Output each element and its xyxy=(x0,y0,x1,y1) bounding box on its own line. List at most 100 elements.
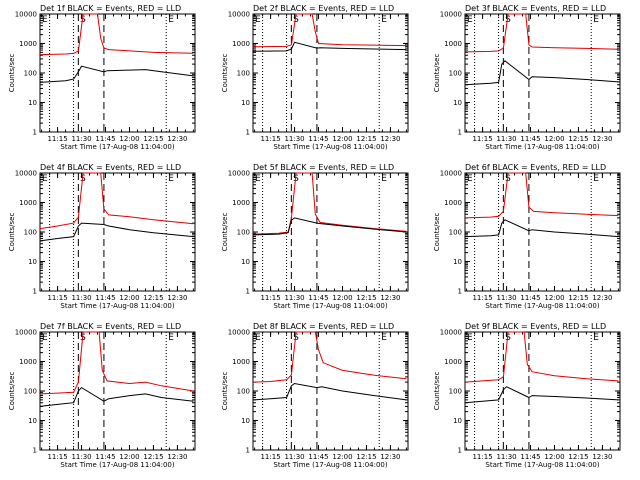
marker-E-start: E xyxy=(467,15,473,25)
x-tick-label: 11:15 xyxy=(472,135,492,143)
x-tick-label: 11:30 xyxy=(71,294,91,302)
panel-title: Det 4f BLACK = Events, RED = LLD xyxy=(40,163,181,172)
x-axis-label: Start Time (17-Aug-08 11:04:00) xyxy=(485,143,599,151)
detector-panel: Det 5f BLACK = Events, RED = LLD 1 10 100 10… xyxy=(221,163,409,310)
marker-S: S xyxy=(293,174,299,184)
lld-line xyxy=(464,331,619,383)
y-tick-label: 10 xyxy=(453,258,462,266)
events-line xyxy=(464,386,619,404)
y-tick-label: 10000 xyxy=(440,11,462,19)
marker-E: E xyxy=(381,174,387,184)
y-tick-label: 10 xyxy=(241,417,250,425)
events-line xyxy=(252,217,407,236)
x-tick-label: 11:30 xyxy=(71,453,91,461)
detector-panel: Det 3f BLACK = Events, RED = LLD 1 10 100 10… xyxy=(433,4,621,151)
events-line xyxy=(39,386,194,407)
plot-frame xyxy=(464,13,621,133)
marker-E: E xyxy=(168,15,174,25)
y-tick-label: 1000 xyxy=(232,199,250,207)
y-tick-label: 10000 xyxy=(440,170,462,178)
x-axis-label: Start Time (17-Aug-08 11:04:00) xyxy=(60,143,174,151)
y-tick-label: 100 xyxy=(449,388,462,396)
x-axis-label: Start Time (17-Aug-08 11:04:00) xyxy=(60,461,174,469)
x-tick-label: 12:30 xyxy=(592,294,612,302)
x-tick-label: 12:15 xyxy=(568,294,588,302)
events-line xyxy=(464,60,619,86)
panel-title: Det 7f BLACK = Events, RED = LLD xyxy=(40,322,181,331)
x-tick-label: 11:30 xyxy=(496,294,516,302)
x-tick-label: 12:00 xyxy=(119,294,139,302)
y-axis-label: Counts/sec xyxy=(221,213,229,252)
lld-line xyxy=(39,13,194,56)
x-tick-label: 11:15 xyxy=(260,294,280,302)
marker-S: S xyxy=(293,333,299,343)
y-tick-label: 100 xyxy=(237,229,250,237)
panel-title: Det 5f BLACK = Events, RED = LLD xyxy=(253,163,394,172)
y-tick-label: 1 xyxy=(458,129,462,137)
x-tick-label: 12:00 xyxy=(119,135,139,143)
marker-E-start: E xyxy=(255,174,261,184)
plot-frame xyxy=(252,13,409,133)
x-tick-label: 11:30 xyxy=(71,135,91,143)
x-tick-label: 11:45 xyxy=(520,135,540,143)
lld-line xyxy=(252,172,407,235)
y-tick-label: 1 xyxy=(33,129,37,137)
detector-panel: Det 1f BLACK = Events, RED = LLD 1 10 100 10… xyxy=(8,4,196,151)
marker-E-start: E xyxy=(255,333,261,343)
y-axis-label: Counts/sec xyxy=(221,54,229,93)
marker-E-start: E xyxy=(42,15,48,25)
y-tick-label: 1000 xyxy=(232,358,250,366)
x-tick-label: 11:15 xyxy=(47,135,67,143)
y-tick-label: 1000 xyxy=(19,40,37,48)
x-tick-label: 12:00 xyxy=(544,453,564,461)
x-tick-label: 11:15 xyxy=(260,453,280,461)
y-tick-label: 1 xyxy=(246,288,250,296)
marker-E: E xyxy=(381,15,387,25)
y-tick-label: 10 xyxy=(241,99,250,107)
lld-line xyxy=(252,13,407,48)
x-tick-label: 12:30 xyxy=(167,453,187,461)
detector-panel: Det 9f BLACK = Events, RED = LLD 1 10 100 10… xyxy=(433,322,621,469)
x-tick-label: 11:15 xyxy=(260,135,280,143)
x-axis-label: Start Time (17-Aug-08 11:04:00) xyxy=(273,302,387,310)
x-tick-label: 11:45 xyxy=(95,294,115,302)
x-axis-label: Start Time (17-Aug-08 11:04:00) xyxy=(273,143,387,151)
x-tick-label: 12:30 xyxy=(380,453,400,461)
lld-line xyxy=(39,331,194,395)
y-tick-label: 1 xyxy=(33,447,37,455)
plot-frame xyxy=(252,172,409,292)
marker-E-start: E xyxy=(467,174,473,184)
x-tick-label: 12:00 xyxy=(332,135,352,143)
detector-panel: Det 6f BLACK = Events, RED = LLD 1 10 100 10… xyxy=(433,163,621,310)
marker-S: S xyxy=(505,174,511,184)
y-axis-label: Counts/sec xyxy=(8,213,16,252)
y-tick-label: 100 xyxy=(237,70,250,78)
x-tick-label: 12:30 xyxy=(380,135,400,143)
y-tick-label: 10000 xyxy=(15,170,37,178)
plot-frame xyxy=(252,331,409,451)
y-tick-label: 100 xyxy=(449,229,462,237)
x-tick-label: 12:30 xyxy=(592,453,612,461)
x-tick-label: 12:15 xyxy=(356,294,376,302)
y-tick-label: 1000 xyxy=(19,199,37,207)
lld-line xyxy=(464,13,619,53)
y-tick-label: 1000 xyxy=(444,40,462,48)
panel-title: Det 6f BLACK = Events, RED = LLD xyxy=(465,163,606,172)
x-axis-label: Start Time (17-Aug-08 11:04:00) xyxy=(485,302,599,310)
y-tick-label: 1 xyxy=(458,288,462,296)
detector-panel: Det 7f BLACK = Events, RED = LLD 1 10 100 10… xyxy=(8,322,196,469)
y-tick-label: 10000 xyxy=(15,329,37,337)
marker-S: S xyxy=(80,174,86,184)
marker-E-start: E xyxy=(42,333,48,343)
marker-S: S xyxy=(80,333,86,343)
marker-E: E xyxy=(381,333,387,343)
x-tick-label: 11:30 xyxy=(284,294,304,302)
y-axis-label: Counts/sec xyxy=(8,372,16,411)
x-tick-label: 12:15 xyxy=(356,453,376,461)
y-tick-label: 1 xyxy=(246,447,250,455)
x-tick-label: 11:45 xyxy=(520,453,540,461)
y-axis-label: Counts/sec xyxy=(433,54,441,93)
x-axis-label: Start Time (17-Aug-08 11:04:00) xyxy=(60,302,174,310)
y-tick-label: 10000 xyxy=(440,329,462,337)
x-tick-label: 11:30 xyxy=(496,135,516,143)
